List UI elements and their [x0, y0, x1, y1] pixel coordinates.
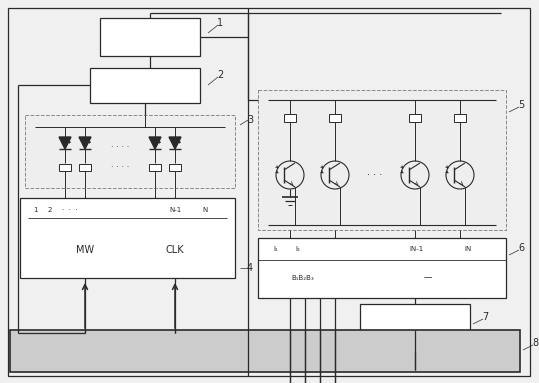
Bar — [284, 114, 296, 122]
Text: 4: 4 — [247, 263, 253, 273]
Text: MW: MW — [76, 245, 94, 255]
Polygon shape — [169, 137, 181, 149]
Text: N-1: N-1 — [169, 207, 181, 213]
Bar — [329, 114, 341, 122]
Text: 1: 1 — [33, 207, 37, 213]
Text: 8: 8 — [532, 338, 538, 348]
Text: 1: 1 — [217, 18, 223, 28]
Bar — [10, 330, 520, 372]
Text: IN-1: IN-1 — [409, 246, 423, 252]
Bar — [360, 304, 470, 352]
Text: I₂: I₂ — [295, 246, 300, 252]
Bar — [258, 238, 506, 298]
Text: · · ·: · · · — [368, 170, 383, 180]
Text: · · · ·: · · · · — [111, 144, 129, 152]
Text: 6: 6 — [518, 243, 524, 253]
Polygon shape — [59, 137, 71, 149]
Bar — [149, 164, 161, 171]
Text: B₁B₂B₃: B₁B₂B₃ — [292, 275, 314, 281]
Bar — [59, 164, 71, 171]
Text: IN: IN — [465, 246, 472, 252]
Bar — [25, 115, 235, 188]
Text: · · · ·: · · · · — [111, 162, 129, 172]
Text: 7: 7 — [482, 312, 488, 322]
Polygon shape — [79, 137, 91, 149]
Text: 2: 2 — [217, 70, 223, 80]
Bar — [20, 198, 235, 278]
Bar — [454, 114, 466, 122]
Bar — [90, 68, 200, 103]
Bar — [169, 164, 181, 171]
Text: N: N — [202, 207, 208, 213]
Text: 2: 2 — [48, 207, 52, 213]
Bar — [409, 114, 421, 122]
Text: CLK: CLK — [165, 245, 184, 255]
Bar — [258, 90, 506, 230]
Text: 5: 5 — [518, 100, 524, 110]
Text: 3: 3 — [247, 115, 253, 125]
Polygon shape — [149, 137, 161, 149]
Bar — [100, 18, 200, 56]
Text: —: — — [424, 273, 432, 283]
Text: I₁: I₁ — [274, 246, 278, 252]
Bar — [79, 164, 91, 171]
Text: ·  ·  ·: · · · — [62, 207, 78, 213]
